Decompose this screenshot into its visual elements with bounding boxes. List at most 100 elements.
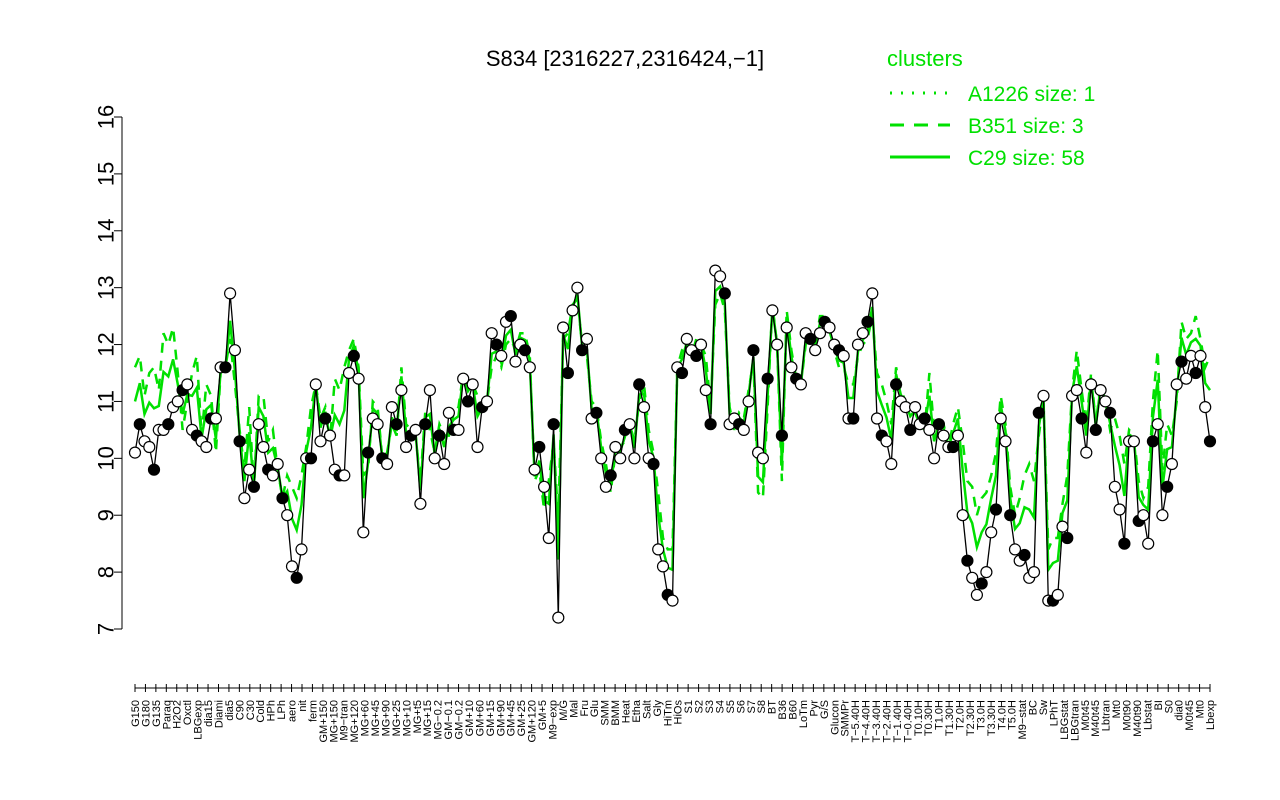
data-point: [381, 457, 394, 471]
data-point: [813, 327, 827, 340]
data-point: [809, 344, 822, 357]
data-point: [885, 457, 898, 471]
data-point: [580, 332, 594, 345]
data-point: [490, 338, 503, 351]
x-tick-label: LBGtran: [1069, 700, 1081, 741]
x-tick-label: SMM: [600, 700, 612, 726]
data-point: [433, 429, 446, 442]
x-tick-label: HPh: [266, 700, 278, 721]
data-point: [452, 423, 465, 436]
data-point: [595, 452, 608, 465]
data-point: [1061, 531, 1074, 545]
data-point: [823, 321, 836, 334]
x-tick-label: MG−0.2: [433, 700, 445, 739]
data-point: [314, 435, 327, 448]
data-point: [304, 452, 318, 465]
data-point: [243, 463, 256, 476]
x-tick-label: M40t90: [1132, 700, 1144, 737]
x-tick-label: Gly: [652, 700, 664, 717]
data-point: [747, 344, 760, 357]
x-tick-label: T2.30H: [965, 700, 977, 736]
x-tick-label: Glucon: [829, 700, 841, 735]
data-point: [1127, 435, 1141, 448]
data-point: [1146, 435, 1160, 448]
data-point: [918, 412, 931, 425]
x-tick-label: LBGstat: [1059, 700, 1071, 740]
x-tick-label: T−3.40H: [871, 700, 883, 743]
data-point: [438, 457, 451, 471]
data-point: [1170, 378, 1183, 391]
x-tick-label: S1: [683, 700, 695, 713]
data-point: [252, 418, 265, 431]
data-point: [861, 315, 874, 328]
x-tick-label: GM+120: [527, 700, 539, 743]
data-point: [319, 412, 332, 425]
y-tick-label: 16: [94, 105, 119, 129]
x-tick-label: M0t45: [1184, 700, 1196, 731]
data-point: [471, 440, 484, 454]
x-tick-label: M9−tran: [339, 700, 351, 741]
data-point: [347, 349, 360, 362]
x-tick-label: Lbtran: [1101, 700, 1113, 731]
data-point: [699, 384, 712, 397]
data-point: [951, 429, 965, 442]
x-tick-label: Mt0: [1111, 700, 1123, 718]
x-tick-label: T−1.40H: [892, 700, 904, 743]
data-point: [352, 372, 365, 385]
x-tick-label: C90: [234, 700, 246, 720]
x-tick-label: Mal: [568, 700, 580, 718]
data-point: [785, 361, 798, 374]
data-point: [442, 406, 455, 419]
data-point: [143, 440, 156, 454]
data-point: [637, 401, 651, 414]
data-point: [566, 304, 579, 317]
x-tick-label: T4.0H: [996, 700, 1008, 730]
x-tick-label: MG+60: [360, 700, 372, 736]
data-point: [518, 344, 532, 357]
data-point: [362, 446, 375, 459]
x-tick-label: T3.30H: [986, 700, 998, 736]
data-point: [1004, 509, 1017, 522]
data-point: [547, 418, 560, 431]
data-point: [999, 435, 1012, 448]
data-point: [461, 395, 475, 408]
data-point: [1180, 372, 1193, 385]
data-point: [1056, 520, 1069, 533]
x-tick-label: Lbstat: [1142, 700, 1154, 730]
data-point: [737, 423, 750, 436]
data-point: [956, 509, 969, 522]
data-point: [1194, 349, 1207, 362]
x-tick-label: GM+90: [495, 700, 507, 736]
data-point: [295, 543, 308, 556]
x-tick-label: S6: [735, 700, 747, 713]
data-point: [694, 338, 708, 351]
data-point: [1137, 509, 1150, 522]
data-point: [656, 560, 670, 573]
data-point: [309, 378, 322, 391]
x-tick-label: T2.0H: [955, 700, 967, 730]
x-tick-label: M9−exp: [547, 700, 559, 739]
data-point: [1070, 384, 1083, 397]
y-tick-label: 9: [94, 509, 119, 521]
data-point: [423, 384, 436, 397]
x-tick-label: LoTm: [798, 700, 810, 728]
data-point: [1094, 384, 1107, 397]
data-point: [323, 429, 337, 442]
data-point: [276, 492, 289, 505]
data-point: [542, 531, 555, 545]
x-tick-label: H2O2: [172, 700, 184, 729]
data-point: [870, 412, 884, 425]
data-point: [509, 355, 522, 368]
data-point: [1189, 366, 1202, 380]
x-tick-label: T5.0H: [1007, 700, 1019, 730]
x-tick-label: Fru: [579, 700, 591, 717]
x-tick-label: T0.30H: [923, 700, 935, 736]
data-point: [847, 412, 860, 425]
data-point: [614, 452, 627, 465]
data-point: [690, 349, 703, 362]
data-point: [742, 395, 755, 408]
data-point: [1118, 537, 1131, 550]
data-point: [989, 503, 1003, 516]
data-point: [923, 423, 936, 436]
